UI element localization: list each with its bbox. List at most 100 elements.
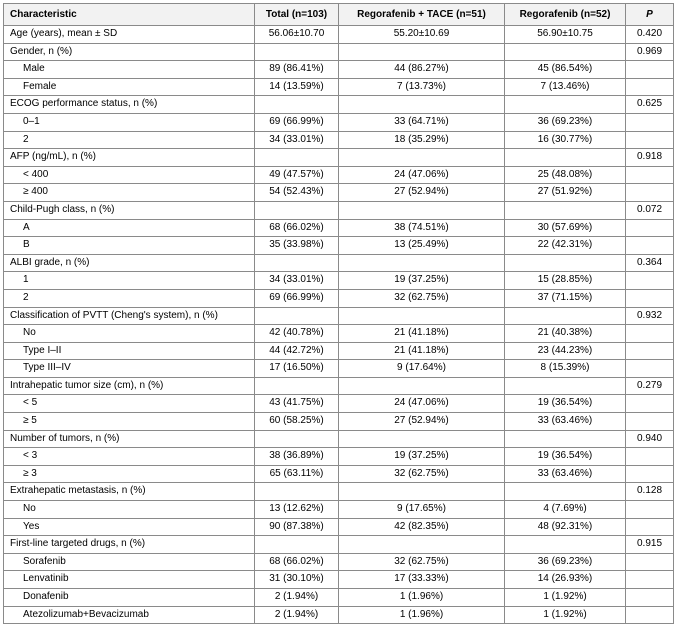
p-value-cell <box>625 447 674 466</box>
total-cell <box>254 306 339 326</box>
total-cell: 69 (66.99%) <box>254 112 339 132</box>
regorafenib-cell: 22 (42.31%) <box>504 236 626 255</box>
regorafenib-tace-cell <box>338 376 505 396</box>
table-row: < 400 49 (47.57%) 24 (47.06%) 25 (48.08%) <box>3 165 674 185</box>
table-row: ≥ 5 60 (58.25%) 27 (52.94%) 33 (63.46%) <box>3 412 674 431</box>
p-value-cell <box>625 130 674 150</box>
characteristic-cell: ALBI grade, n (%) <box>3 253 255 273</box>
characteristic-cell: Donafenib <box>3 588 255 607</box>
regorafenib-tace-cell: 9 (17.64%) <box>338 359 505 378</box>
regorafenib-cell <box>504 253 626 273</box>
total-cell: 34 (33.01%) <box>254 271 339 290</box>
table-row: No 13 (12.62%) 9 (17.65%) 4 (7.69%) <box>3 500 674 519</box>
table-row: ALBI grade, n (%) 0.364 <box>3 253 674 273</box>
table-row: Type I–II 44 (42.72%) 21 (41.18%) 23 (44.23… <box>3 341 674 361</box>
regorafenib-tace-cell: 24 (47.06%) <box>338 165 505 185</box>
p-value-cell <box>625 112 674 132</box>
characteristic-cell: Child-Pugh class, n (%) <box>3 200 255 220</box>
characteristic-cell: Male <box>3 60 255 79</box>
p-value-cell <box>625 236 674 255</box>
table-row: Female 14 (13.59%) 7 (13.73%) 7 (13.46%) <box>3 77 674 97</box>
regorafenib-tace-cell: 55.20±10.69 <box>338 25 505 44</box>
regorafenib-cell <box>504 95 626 114</box>
total-cell <box>254 200 339 220</box>
p-value-cell <box>625 394 674 414</box>
characteristic-cell: AFP (ng/mL), n (%) <box>3 148 255 167</box>
table-row: Classification of PVTT (Cheng's system),… <box>3 306 674 326</box>
regorafenib-cell: 30 (57.69%) <box>504 218 626 238</box>
p-value-cell <box>625 77 674 97</box>
characteristic-cell: No <box>3 500 255 519</box>
table-row: Intrahepatic tumor size (cm), n (%) 0.279 <box>3 376 674 396</box>
p-value-cell: 0.072 <box>625 200 674 220</box>
regorafenib-cell: 1 (1.92%) <box>504 588 626 607</box>
regorafenib-tace-cell <box>338 253 505 273</box>
characteristic-cell: < 5 <box>3 394 255 414</box>
p-value-cell <box>625 517 674 537</box>
total-cell: 34 (33.01%) <box>254 130 339 150</box>
regorafenib-cell <box>504 200 626 220</box>
p-value-cell: 0.969 <box>625 42 674 62</box>
regorafenib-cell: 27 (51.92%) <box>504 183 626 202</box>
regorafenib-cell <box>504 376 626 396</box>
regorafenib-tace-cell: 9 (17.65%) <box>338 500 505 519</box>
table-row: ECOG performance status, n (%) 0.625 <box>3 95 674 114</box>
characteristic-cell: B <box>3 236 255 255</box>
regorafenib-tace-cell: 21 (41.18%) <box>338 341 505 361</box>
table-row: Number of tumors, n (%) 0.940 <box>3 429 674 449</box>
regorafenib-cell <box>504 42 626 62</box>
regorafenib-tace-cell: 19 (37.25%) <box>338 447 505 466</box>
total-cell <box>254 429 339 449</box>
table-row: 0–1 69 (66.99%) 33 (64.71%) 36 (69.23%) <box>3 112 674 132</box>
table-row: ≥ 400 54 (52.43%) 27 (52.94%) 27 (51.92%) <box>3 183 674 202</box>
table-row: AFP (ng/mL), n (%) 0.918 <box>3 148 674 167</box>
p-value-cell <box>625 324 674 343</box>
regorafenib-tace-cell <box>338 306 505 326</box>
p-value-cell: 0.915 <box>625 535 674 554</box>
table-row: Yes 90 (87.38%) 42 (82.35%) 48 (92.31%) <box>3 517 674 537</box>
total-cell <box>254 95 339 114</box>
table-row: 1 34 (33.01%) 19 (37.25%) 15 (28.85%) <box>3 271 674 290</box>
regorafenib-tace-cell: 27 (52.94%) <box>338 183 505 202</box>
regorafenib-tace-cell: 32 (62.75%) <box>338 552 505 572</box>
p-value-cell <box>625 464 674 484</box>
total-cell: 13 (12.62%) <box>254 500 339 519</box>
total-cell <box>254 253 339 273</box>
p-value-cell <box>625 165 674 185</box>
total-cell: 69 (66.99%) <box>254 288 339 308</box>
table-row: < 3 38 (36.89%) 19 (37.25%) 19 (36.54%) <box>3 447 674 466</box>
total-cell: 49 (47.57%) <box>254 165 339 185</box>
total-cell <box>254 482 339 502</box>
characteristic-cell: Lenvatinib <box>3 570 255 589</box>
characteristic-cell: Number of tumors, n (%) <box>3 429 255 449</box>
header-row: Characteristic Total (n=103) Regorafenib… <box>3 3 674 26</box>
table-row: No 42 (40.78%) 21 (41.18%) 21 (40.38%) <box>3 324 674 343</box>
characteristic-cell: < 3 <box>3 447 255 466</box>
p-value-cell <box>625 218 674 238</box>
total-cell: 68 (66.02%) <box>254 218 339 238</box>
table-row: Male 89 (86.41%) 44 (86.27%) 45 (86.54%) <box>3 60 674 79</box>
total-cell: 14 (13.59%) <box>254 77 339 97</box>
p-value-cell <box>625 500 674 519</box>
total-cell: 89 (86.41%) <box>254 60 339 79</box>
table-row: ≥ 3 65 (63.11%) 32 (62.75%) 33 (63.46%) <box>3 464 674 484</box>
total-cell: 2 (1.94%) <box>254 605 339 625</box>
characteristic-cell: Intrahepatic tumor size (cm), n (%) <box>3 376 255 396</box>
regorafenib-cell: 16 (30.77%) <box>504 130 626 150</box>
total-cell <box>254 42 339 62</box>
total-cell <box>254 376 339 396</box>
regorafenib-cell: 48 (92.31%) <box>504 517 626 537</box>
p-value-cell <box>625 183 674 202</box>
regorafenib-tace-cell: 32 (62.75%) <box>338 288 505 308</box>
total-cell <box>254 148 339 167</box>
regorafenib-tace-cell <box>338 95 505 114</box>
total-cell <box>254 535 339 554</box>
header-regorafenib: Regorafenib (n=52) <box>504 3 626 26</box>
regorafenib-cell <box>504 429 626 449</box>
regorafenib-cell: 36 (69.23%) <box>504 552 626 572</box>
total-cell: 42 (40.78%) <box>254 324 339 343</box>
regorafenib-tace-cell: 27 (52.94%) <box>338 412 505 431</box>
characteristic-cell: ≥ 5 <box>3 412 255 431</box>
characteristic-cell: Age (years), mean ± SD <box>3 25 255 44</box>
characteristic-cell: Atezolizumab+Bevacizumab <box>3 605 255 625</box>
